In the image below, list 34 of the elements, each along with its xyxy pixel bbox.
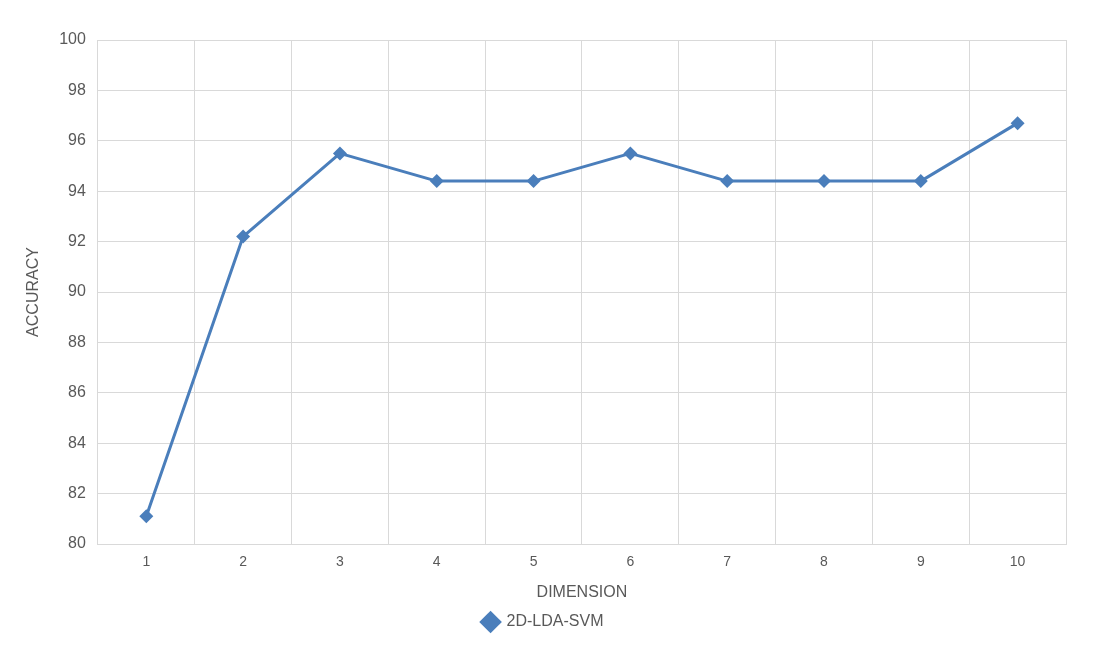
x-tick-label: 6 [626, 553, 635, 570]
x-tick-label: 5 [529, 553, 538, 570]
point [816, 174, 831, 189]
y-tick-label: 80 [68, 534, 86, 552]
point [623, 146, 638, 161]
y-tick-label: 98 [68, 80, 86, 98]
point [139, 509, 154, 524]
point [526, 174, 541, 189]
x-tick-label: 7 [723, 553, 732, 570]
y-tick-label: 96 [68, 131, 86, 149]
x-tick-label: 2 [239, 553, 248, 570]
point [429, 174, 444, 189]
point [913, 174, 928, 189]
point [720, 174, 735, 189]
y-tick-label: 86 [68, 383, 86, 401]
y-tick-label: 88 [68, 332, 86, 350]
y-tick-label: 90 [68, 282, 86, 300]
x-tick-label: 10 [1009, 553, 1026, 570]
y-tick-label: 92 [68, 232, 86, 250]
y-tick-label: 82 [68, 484, 86, 502]
point [236, 229, 251, 244]
point [1010, 116, 1025, 131]
y-axis-title: ACCURACY [24, 246, 42, 337]
y-tick-label: 84 [68, 433, 86, 451]
legend-label: 2D-LDA-SVM [506, 612, 604, 630]
x-tick-label: 4 [432, 553, 441, 570]
point [332, 146, 347, 161]
y-tick-label: 94 [68, 181, 86, 199]
y-tick-label: 100 [59, 30, 86, 48]
x-axis-title: DIMENSION [536, 582, 628, 600]
x-tick-label: 9 [916, 553, 925, 570]
x-tick-label: 8 [820, 553, 829, 570]
x-tick-label: 1 [142, 553, 151, 570]
x-tick-label: 3 [336, 553, 345, 570]
